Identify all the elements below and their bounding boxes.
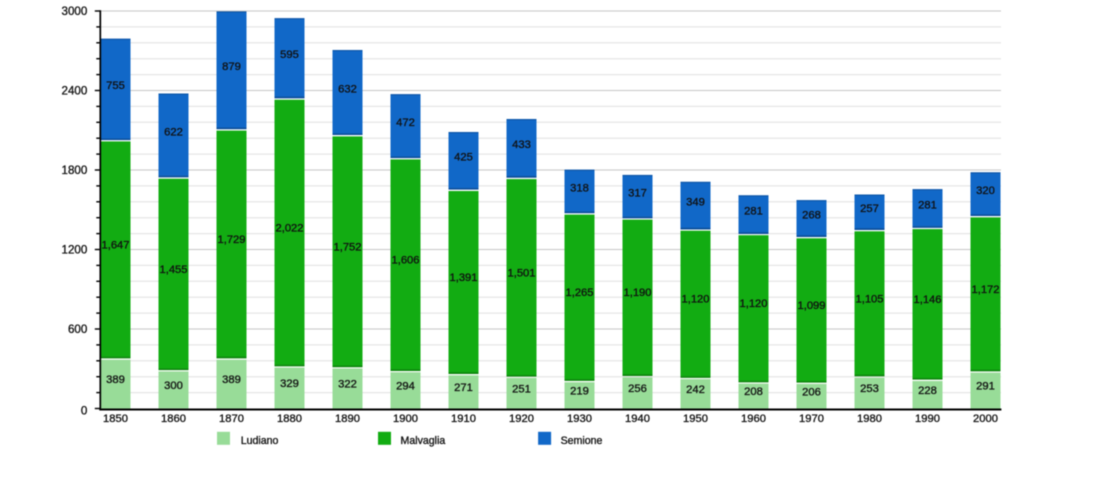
svg-text:271: 271 <box>454 382 473 394</box>
svg-text:317: 317 <box>628 187 647 199</box>
svg-text:318: 318 <box>570 182 589 194</box>
svg-text:1,105: 1,105 <box>856 293 884 305</box>
svg-text:253: 253 <box>860 383 879 395</box>
svg-text:349: 349 <box>686 196 705 208</box>
svg-text:1990: 1990 <box>915 413 940 425</box>
svg-text:472: 472 <box>396 117 415 129</box>
svg-text:1880: 1880 <box>277 413 302 425</box>
svg-text:1950: 1950 <box>683 413 708 425</box>
svg-text:300: 300 <box>164 380 183 392</box>
svg-text:219: 219 <box>570 386 589 398</box>
svg-text:1920: 1920 <box>509 413 534 425</box>
svg-text:1800: 1800 <box>62 164 88 177</box>
svg-text:1930: 1930 <box>567 413 592 425</box>
svg-text:1,099: 1,099 <box>798 300 826 312</box>
svg-text:1850: 1850 <box>103 413 128 425</box>
svg-text:1,120: 1,120 <box>740 298 768 310</box>
svg-text:1,501: 1,501 <box>508 267 536 279</box>
svg-text:1,391: 1,391 <box>450 272 478 284</box>
svg-text:622: 622 <box>164 126 183 138</box>
svg-text:2400: 2400 <box>62 85 88 98</box>
svg-text:242: 242 <box>686 384 705 396</box>
svg-text:1,647: 1,647 <box>102 239 130 251</box>
svg-text:389: 389 <box>222 374 241 386</box>
svg-text:1960: 1960 <box>741 413 766 425</box>
svg-text:389: 389 <box>106 374 125 386</box>
svg-text:3000: 3000 <box>62 5 88 18</box>
svg-text:1890: 1890 <box>335 413 360 425</box>
svg-text:1,455: 1,455 <box>160 264 188 276</box>
svg-text:251: 251 <box>512 383 531 395</box>
svg-text:206: 206 <box>802 386 821 398</box>
svg-text:Semione: Semione <box>561 435 603 447</box>
svg-text:294: 294 <box>396 381 415 393</box>
svg-text:1,190: 1,190 <box>624 287 652 299</box>
svg-text:320: 320 <box>976 185 995 197</box>
svg-text:1200: 1200 <box>62 244 88 257</box>
svg-text:Malvaglia: Malvaglia <box>401 435 446 447</box>
svg-text:1,752: 1,752 <box>334 241 362 253</box>
svg-text:1,120: 1,120 <box>682 294 710 306</box>
svg-text:329: 329 <box>280 378 299 390</box>
svg-text:257: 257 <box>860 203 879 215</box>
svg-text:1,606: 1,606 <box>392 255 420 267</box>
svg-text:425: 425 <box>454 152 473 164</box>
svg-text:632: 632 <box>338 83 357 95</box>
svg-text:600: 600 <box>68 323 87 336</box>
svg-text:1,146: 1,146 <box>914 294 942 306</box>
svg-text:1940: 1940 <box>625 413 650 425</box>
svg-text:1860: 1860 <box>161 413 186 425</box>
svg-text:879: 879 <box>222 61 241 73</box>
svg-text:291: 291 <box>976 381 995 393</box>
svg-text:268: 268 <box>802 209 821 221</box>
svg-text:1,729: 1,729 <box>218 234 246 246</box>
svg-text:1900: 1900 <box>393 413 418 425</box>
svg-text:322: 322 <box>338 379 357 391</box>
svg-text:0: 0 <box>81 405 87 418</box>
svg-text:755: 755 <box>106 80 125 92</box>
svg-text:208: 208 <box>744 386 763 398</box>
svg-text:433: 433 <box>512 139 531 151</box>
svg-text:Ludiano: Ludiano <box>241 435 279 447</box>
svg-text:228: 228 <box>918 385 937 397</box>
svg-text:1980: 1980 <box>857 413 882 425</box>
svg-text:2,022: 2,022 <box>276 223 304 235</box>
svg-text:2000: 2000 <box>973 413 998 425</box>
svg-text:256: 256 <box>628 383 647 395</box>
svg-text:1870: 1870 <box>219 413 244 425</box>
svg-text:1,265: 1,265 <box>566 287 594 299</box>
svg-text:281: 281 <box>918 199 937 211</box>
svg-text:281: 281 <box>744 205 763 217</box>
svg-text:1970: 1970 <box>799 413 824 425</box>
svg-text:1910: 1910 <box>451 413 476 425</box>
svg-text:595: 595 <box>280 49 299 61</box>
svg-text:1,172: 1,172 <box>972 284 1000 296</box>
